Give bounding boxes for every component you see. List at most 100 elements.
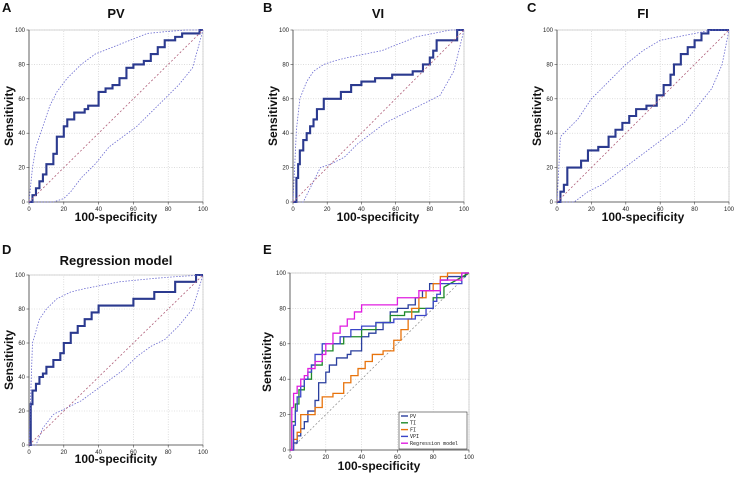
series-line-ci: [29, 274, 204, 446]
y-tick-label: 80: [18, 307, 25, 313]
y-tick-label: 100: [276, 271, 287, 277]
y-tick-label: 80: [546, 62, 553, 68]
y-axis-label: Sensitivity: [2, 86, 16, 146]
y-tick-label: 40: [279, 377, 286, 383]
y-axis-label: Sensitivity: [2, 330, 16, 390]
x-axis-label: 100-specificity: [337, 210, 420, 224]
y-tick-label: 80: [282, 62, 289, 68]
y-tick-label: 20: [18, 409, 25, 415]
series-line-roc: [293, 28, 464, 204]
series-line-roc: [29, 273, 203, 447]
x-tick-label: 0: [288, 455, 292, 461]
legend-box: [398, 411, 468, 450]
y-tick-label: 20: [282, 166, 289, 172]
series-line-ci: [29, 29, 204, 203]
x-tick-label: 60: [130, 450, 137, 456]
panel-b: B VI 0 20 40 60 80 100 0 20 40 60 80 100 100-specifici…: [263, 0, 470, 224]
y-axis-label: Sensitivity: [266, 86, 280, 146]
x-tick-label: 20: [324, 207, 331, 213]
x-tick-label: 80: [426, 207, 433, 213]
panel-d: D Regression model 0 20 40 60 80 100 0 20 40 60 80 10…: [2, 242, 209, 466]
x-tick-label: 0: [27, 207, 31, 213]
y-tick-label: 40: [546, 131, 553, 137]
y-tick-label: 0: [550, 200, 554, 206]
x-tick-label: 60: [394, 455, 401, 461]
y-tick-label: 40: [282, 131, 289, 137]
x-tick-label: 20: [60, 450, 67, 456]
series-line-ci: [292, 29, 464, 203]
y-tick-label: 60: [18, 97, 25, 103]
x-tick-label: 40: [358, 455, 365, 461]
y-tick-label: 60: [546, 97, 553, 103]
series-line-diag: [28, 29, 204, 203]
legend-entry: Regression model: [410, 441, 458, 447]
x-axis-label: 100-specificity: [75, 210, 158, 224]
y-tick-label: 100: [15, 273, 26, 279]
y-axis-label: Sensitivity: [260, 332, 274, 392]
x-tick-label: 40: [358, 207, 365, 213]
y-tick-label: 40: [18, 131, 25, 137]
legend-entry: VPI: [410, 434, 419, 440]
series-line-ci: [28, 29, 203, 203]
x-axis-label: 100-specificity: [75, 452, 158, 466]
y-axis-label: Sensitivity: [530, 86, 544, 146]
y-tick-label: 0: [22, 200, 26, 206]
y-tick-label: 100: [15, 28, 26, 34]
x-tick-label: 60: [657, 207, 664, 213]
x-tick-label: 100: [459, 207, 470, 213]
panel-c: C FI 0 20 40 60 80 100 0 20 40 60 80 100 100-specifici…: [527, 0, 735, 224]
panel-letter: D: [2, 242, 11, 257]
y-tick-label: 80: [279, 306, 286, 312]
x-tick-label: 0: [27, 450, 31, 456]
series-line-regression-model: [290, 272, 469, 451]
y-tick-label: 100: [279, 28, 290, 34]
x-tick-label: 40: [622, 207, 629, 213]
panel-letter: B: [263, 0, 272, 15]
series-line-ci: [556, 29, 729, 203]
legend-entry: PV: [410, 414, 416, 420]
y-tick-label: 0: [283, 448, 287, 454]
series-line-ci: [28, 274, 204, 446]
chart-title: PV: [107, 6, 125, 21]
series-line-roc: [557, 28, 729, 204]
x-tick-label: 100: [724, 207, 735, 213]
y-tick-label: 60: [279, 342, 286, 348]
x-tick-label: 60: [130, 207, 137, 213]
chance-diagonal: [289, 272, 470, 451]
series-line-vpi: [290, 272, 469, 451]
y-tick-label: 20: [546, 166, 553, 172]
series-line-fi: [290, 272, 469, 451]
y-tick-label: 20: [18, 166, 25, 172]
x-tick-label: 40: [95, 450, 102, 456]
series-line-roc: [29, 28, 203, 204]
series-line-diag: [292, 29, 465, 203]
x-tick-label: 20: [588, 207, 595, 213]
x-tick-label: 0: [555, 207, 559, 213]
y-tick-label: 60: [18, 341, 25, 347]
series-line-diag: [28, 274, 204, 446]
y-tick-label: 60: [282, 97, 289, 103]
y-tick-label: 0: [286, 200, 290, 206]
panel-letter: C: [527, 0, 537, 15]
x-tick-label: 80: [691, 207, 698, 213]
y-tick-label: 40: [18, 375, 25, 381]
x-tick-label: 20: [322, 455, 329, 461]
x-tick-label: 40: [95, 207, 102, 213]
x-tick-label: 0: [291, 207, 295, 213]
panel-letter: E: [263, 242, 272, 257]
chart-title: FI: [637, 6, 649, 21]
panel-e: E 0 20 40 60 80 100 0 20 40 60 80 100 100-specificity…: [260, 242, 475, 473]
panel-letter: A: [2, 0, 12, 15]
y-tick-label: 20: [279, 413, 286, 419]
series-line-ci: [557, 29, 730, 203]
chart-title: Regression model: [60, 253, 173, 268]
y-tick-label: 0: [22, 443, 26, 449]
x-tick-label: 80: [430, 455, 437, 461]
x-axis-label: 100-specificity: [602, 210, 685, 224]
y-tick-label: 100: [543, 28, 554, 34]
x-tick-label: 100: [198, 450, 209, 456]
x-tick-label: 80: [165, 450, 172, 456]
y-tick-label: 80: [18, 62, 25, 68]
